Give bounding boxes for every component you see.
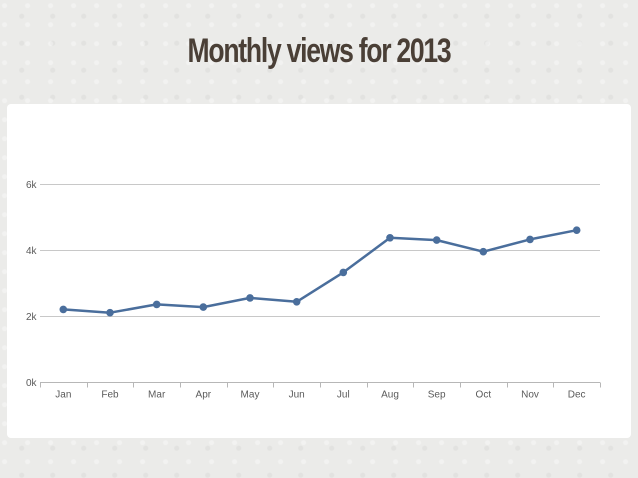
x-tick-label: Sep xyxy=(428,390,446,401)
x-tick-label: Jul xyxy=(337,390,350,401)
x-tick-label: Jun xyxy=(289,390,305,401)
data-point[interactable] xyxy=(386,234,394,242)
x-tick-label: Aug xyxy=(381,390,399,401)
x-tick-label: Oct xyxy=(476,390,492,401)
x-tick-label: Nov xyxy=(521,390,539,401)
data-point[interactable] xyxy=(572,226,581,234)
x-tick-label: Dec xyxy=(568,390,586,401)
y-tick-label: 0k xyxy=(26,378,38,389)
grid-lines xyxy=(40,184,600,317)
y-axis-tick-labels: 0k 2k 4k 6k xyxy=(26,180,38,389)
y-tick-label: 2k xyxy=(26,312,38,323)
x-axis xyxy=(40,382,601,388)
data-point[interactable] xyxy=(152,300,161,309)
y-tick-label: 6k xyxy=(26,180,38,191)
x-tick-label: Jan xyxy=(55,390,71,401)
y-tick-label: 4k xyxy=(26,246,38,257)
x-tick-label: Apr xyxy=(196,390,212,401)
chart-title: Monthly views for 2013 xyxy=(187,32,452,70)
data-point[interactable] xyxy=(106,308,114,317)
x-tick-label: Mar xyxy=(148,390,166,401)
data-point[interactable] xyxy=(199,303,208,311)
x-axis-tick-labels: Jan Feb Mar Apr May Jun Jul Aug Sep Oct Nov Dec xyxy=(55,390,585,401)
series-line xyxy=(62,228,578,314)
x-tick-label: May xyxy=(241,390,260,401)
data-point[interactable] xyxy=(339,268,348,277)
data-point[interactable] xyxy=(246,294,254,302)
series-views xyxy=(59,226,581,317)
data-point[interactable] xyxy=(59,305,68,314)
data-point[interactable] xyxy=(432,236,441,244)
data-point[interactable] xyxy=(479,247,488,256)
x-tick-label: Feb xyxy=(101,390,119,401)
data-point[interactable] xyxy=(292,298,301,306)
data-point[interactable] xyxy=(526,235,534,244)
